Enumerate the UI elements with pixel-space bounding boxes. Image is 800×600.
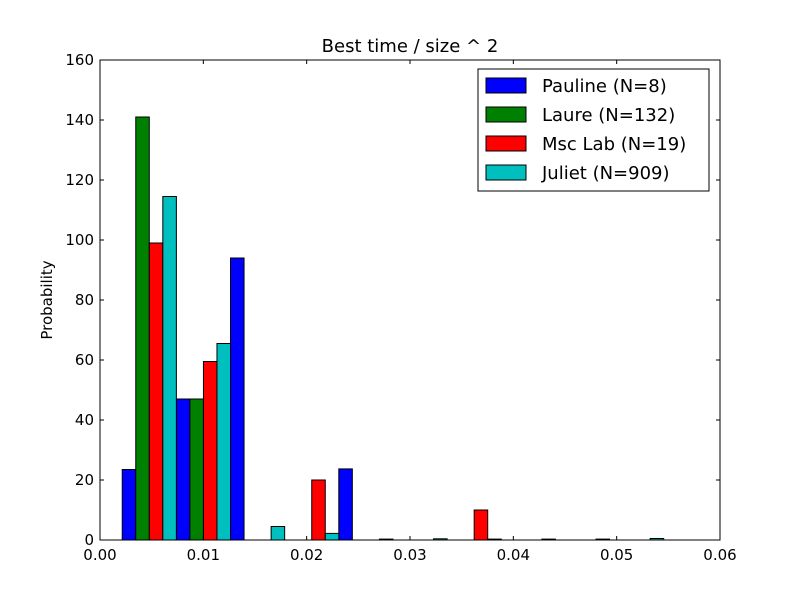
legend-swatch xyxy=(485,77,527,94)
bar xyxy=(162,196,177,541)
bars-group xyxy=(121,116,665,541)
legend-swatch xyxy=(485,106,527,123)
bar xyxy=(473,509,489,541)
bar xyxy=(121,469,137,541)
y-tick-label: 0 xyxy=(84,531,94,549)
chart-title: Best time / size ^ 2 xyxy=(322,36,499,57)
y-tick-label: 60 xyxy=(75,351,94,369)
y-tick-label: 160 xyxy=(65,51,94,69)
x-tick-label: 0.03 xyxy=(393,546,426,564)
bar xyxy=(270,526,286,541)
x-tick-label: 0.02 xyxy=(290,546,323,564)
x-tick-label: 0.06 xyxy=(703,546,736,564)
legend-swatch xyxy=(485,164,527,181)
x-tick-label: 0.04 xyxy=(497,546,530,564)
y-tick-label: 40 xyxy=(75,411,94,429)
bar xyxy=(148,242,164,541)
y-axis-title: Probability xyxy=(38,260,56,339)
bar xyxy=(189,398,204,541)
bar xyxy=(175,398,191,541)
legend-label: Msc Lab (N=19) xyxy=(542,134,686,155)
y-tick-label: 20 xyxy=(75,471,94,489)
x-tick-label: 0.00 xyxy=(83,546,116,564)
legend-label: Juliet (N=909) xyxy=(541,163,670,184)
bar xyxy=(311,479,326,541)
y-tick-label: 80 xyxy=(75,291,94,309)
bar xyxy=(230,257,245,541)
bar xyxy=(135,116,150,541)
y-tick-label: 120 xyxy=(65,171,94,189)
y-tick-label: 100 xyxy=(65,231,94,249)
bar xyxy=(216,343,232,541)
legend: Pauline (N=8) Laure (N=132) Msc Lab (N=19)… xyxy=(477,68,710,192)
bar xyxy=(338,468,353,541)
legend-label: Pauline (N=8) xyxy=(542,76,667,97)
axis-ticks: 0.00 0.01 0.02 0.03 0.04 0.05 0.06 0 20 40 60 80 100… xyxy=(65,51,736,564)
legend-label: Laure (N=132) xyxy=(542,105,675,126)
x-tick-label: 0.01 xyxy=(187,546,220,564)
legend-swatch xyxy=(485,135,527,152)
bar xyxy=(324,532,340,541)
bar xyxy=(202,361,218,541)
y-tick-label: 140 xyxy=(65,111,94,129)
x-tick-label: 0.05 xyxy=(600,546,633,564)
